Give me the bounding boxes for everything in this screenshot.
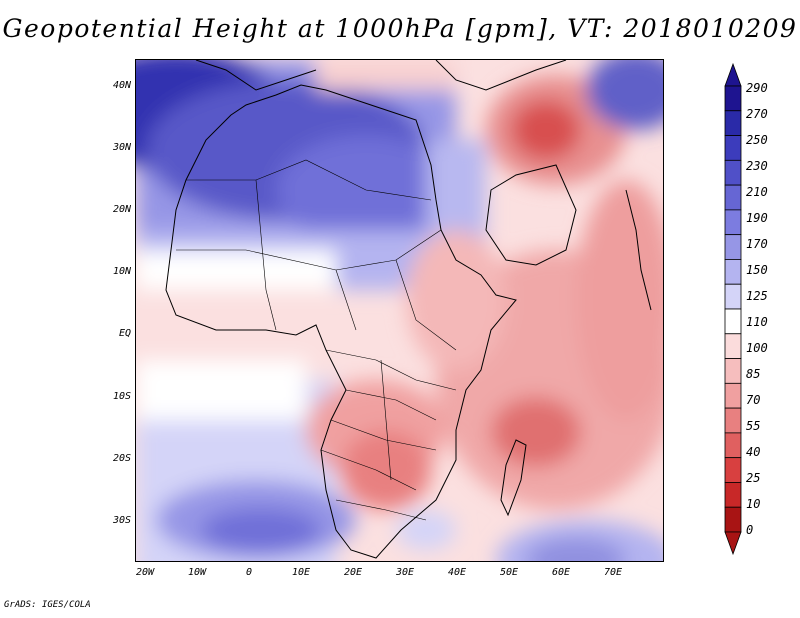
colorbar-label-10: 10 [746, 497, 761, 511]
lat-label-30s: 30S [112, 515, 131, 526]
credit-text: GrADS: IGES/COLA [4, 600, 91, 610]
lat-label-20n: 20N [112, 204, 131, 215]
colorbar-label-100: 100 [746, 341, 768, 355]
colorbar [724, 62, 742, 556]
colorbar-label-40: 40 [746, 445, 761, 459]
colorbar-label-85: 85 [746, 367, 761, 381]
lon-label-20w: 20W [135, 567, 155, 578]
lat-label-10s: 10S [112, 391, 131, 402]
colorbar-label-150: 150 [746, 263, 768, 277]
lat-label-10n: 10N [112, 266, 131, 277]
colorbar-top-arrow [724, 62, 742, 87]
colorbar-swatch [724, 283, 742, 310]
colorbar-swatch [724, 85, 742, 112]
country-borders [176, 159, 457, 521]
colorbar-label-250: 250 [746, 133, 768, 147]
colorbar-label-190: 190 [746, 211, 768, 225]
colorbar-label-55: 55 [746, 419, 761, 433]
colorbar-label-25: 25 [746, 471, 761, 485]
colorbar-label-290: 290 [746, 81, 768, 95]
lon-label-30e: 30E [395, 567, 415, 578]
colorbar-label-230: 230 [746, 159, 768, 173]
colorbar-swatch [724, 457, 742, 483]
lon-label-10e: 10E [291, 567, 311, 578]
geopotential-map [136, 60, 663, 561]
colorbar-swatch [724, 159, 742, 186]
colorbar-bottom-arrow [724, 531, 742, 556]
colorbar-label-210: 210 [746, 185, 768, 199]
lat-label-30n: 30N [112, 142, 131, 153]
colorbar-swatch [724, 234, 742, 260]
colorbar-swatch [724, 135, 742, 161]
colorbar-swatch [724, 308, 742, 335]
lat-label-eq: EQ [118, 328, 131, 339]
lat-label-20s: 20S [112, 453, 131, 464]
colorbar-swatch [724, 482, 742, 508]
colorbar-swatch [724, 506, 742, 533]
colorbar-label-70: 70 [746, 393, 761, 407]
coastlines [165, 60, 652, 559]
colorbar-swatch [724, 110, 742, 136]
colorbar-swatch [724, 432, 742, 459]
lon-label-40e: 40E [447, 567, 467, 578]
lon-label-0: 0 [245, 567, 253, 578]
colorbar-swatch [724, 358, 742, 384]
colorbar-label-110: 110 [746, 315, 768, 329]
colorbar-swatch [724, 259, 742, 285]
lat-label-40n: 40N [112, 80, 131, 91]
colorbar-label-270: 270 [746, 107, 768, 121]
chart-title: Geopotential Height at 1000hPa [gpm], VT… [2, 14, 798, 43]
colorbar-swatch [724, 382, 742, 409]
colorbar-swatch [724, 333, 742, 359]
colorbar-swatch [724, 407, 742, 434]
colorbar-swatch [724, 184, 742, 211]
lon-label-60e: 60E [551, 567, 571, 578]
colorbar-label-170: 170 [746, 237, 768, 251]
colorbar-label-0: 0 [746, 523, 754, 537]
colorbar-swatch [724, 209, 742, 236]
map-panel [135, 59, 664, 562]
lon-label-50e: 50E [499, 567, 519, 578]
colorbar-label-125: 125 [746, 289, 768, 303]
lon-label-70e: 70E [603, 567, 623, 578]
lon-label-20e: 20E [343, 567, 363, 578]
lon-label-10w: 10W [187, 567, 207, 578]
